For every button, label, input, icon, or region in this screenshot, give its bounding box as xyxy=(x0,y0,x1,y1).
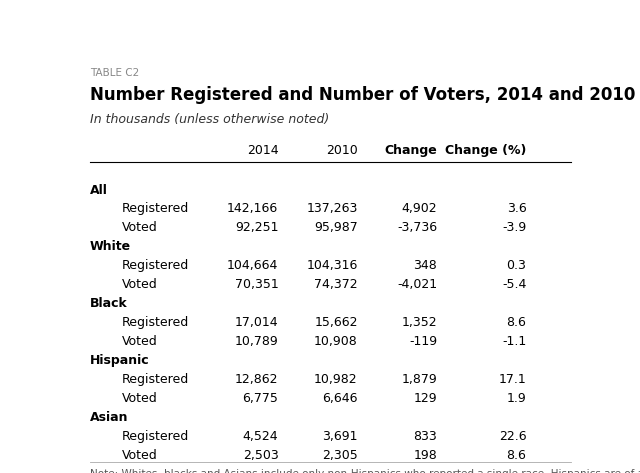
Text: 1,352: 1,352 xyxy=(401,316,437,329)
Text: Registered: Registered xyxy=(122,202,189,215)
Text: Registered: Registered xyxy=(122,373,189,386)
Text: 17,014: 17,014 xyxy=(235,316,278,329)
Text: 22.6: 22.6 xyxy=(499,429,527,443)
Text: Change (%): Change (%) xyxy=(445,144,527,157)
Text: 137,263: 137,263 xyxy=(307,202,358,215)
Text: 6,646: 6,646 xyxy=(323,392,358,405)
Text: 142,166: 142,166 xyxy=(227,202,278,215)
Text: Registered: Registered xyxy=(122,316,189,329)
Text: 4,902: 4,902 xyxy=(401,202,437,215)
Text: 95,987: 95,987 xyxy=(314,221,358,235)
Text: 348: 348 xyxy=(413,259,437,272)
Text: 8.6: 8.6 xyxy=(506,316,527,329)
Text: All: All xyxy=(90,184,108,196)
Text: 17.1: 17.1 xyxy=(499,373,527,386)
Text: Note: Whites, blacks and Asians include only non-Hispanics who reported a single: Note: Whites, blacks and Asians include … xyxy=(90,469,640,473)
Text: 1,879: 1,879 xyxy=(401,373,437,386)
Text: Voted: Voted xyxy=(122,221,158,235)
Text: Asian: Asian xyxy=(90,411,129,424)
Text: Change: Change xyxy=(385,144,437,157)
Text: 92,251: 92,251 xyxy=(235,221,278,235)
Text: 2014: 2014 xyxy=(247,144,278,157)
Text: 1.9: 1.9 xyxy=(507,392,527,405)
Text: 70,351: 70,351 xyxy=(235,278,278,291)
Text: 74,372: 74,372 xyxy=(314,278,358,291)
Text: Voted: Voted xyxy=(122,449,158,462)
Text: 2,503: 2,503 xyxy=(243,449,278,462)
Text: -119: -119 xyxy=(409,335,437,348)
Text: -3.9: -3.9 xyxy=(502,221,527,235)
Text: 129: 129 xyxy=(413,392,437,405)
Text: Voted: Voted xyxy=(122,335,158,348)
Text: -1.1: -1.1 xyxy=(502,335,527,348)
Text: 833: 833 xyxy=(413,429,437,443)
Text: -4,021: -4,021 xyxy=(397,278,437,291)
Text: -3,736: -3,736 xyxy=(397,221,437,235)
Text: White: White xyxy=(90,240,131,254)
Text: TABLE C2: TABLE C2 xyxy=(90,68,139,78)
Text: 104,316: 104,316 xyxy=(307,259,358,272)
Text: Voted: Voted xyxy=(122,392,158,405)
Text: Number Registered and Number of Voters, 2014 and 2010: Number Registered and Number of Voters, … xyxy=(90,86,636,104)
Text: 2,305: 2,305 xyxy=(322,449,358,462)
Text: Registered: Registered xyxy=(122,429,189,443)
Text: 198: 198 xyxy=(413,449,437,462)
Text: -5.4: -5.4 xyxy=(502,278,527,291)
Text: Voted: Voted xyxy=(122,278,158,291)
Text: 8.6: 8.6 xyxy=(506,449,527,462)
Text: 10,908: 10,908 xyxy=(314,335,358,348)
Text: 15,662: 15,662 xyxy=(314,316,358,329)
Text: Black: Black xyxy=(90,297,127,310)
Text: Hispanic: Hispanic xyxy=(90,354,150,367)
Text: 12,862: 12,862 xyxy=(235,373,278,386)
Text: In thousands (unless otherwise noted): In thousands (unless otherwise noted) xyxy=(90,113,329,126)
Text: 10,789: 10,789 xyxy=(235,335,278,348)
Text: 10,982: 10,982 xyxy=(314,373,358,386)
Text: Registered: Registered xyxy=(122,259,189,272)
Text: 4,524: 4,524 xyxy=(243,429,278,443)
Text: 2010: 2010 xyxy=(326,144,358,157)
Text: 6,775: 6,775 xyxy=(243,392,278,405)
Text: 3.6: 3.6 xyxy=(507,202,527,215)
Text: 104,664: 104,664 xyxy=(227,259,278,272)
Text: 3,691: 3,691 xyxy=(323,429,358,443)
Text: 0.3: 0.3 xyxy=(506,259,527,272)
